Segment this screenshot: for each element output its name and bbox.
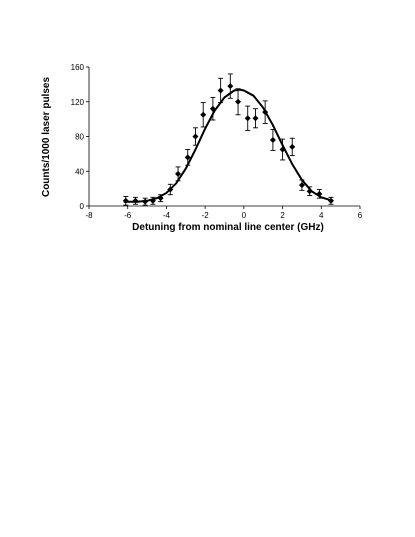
data-point: [167, 183, 174, 196]
diamond-marker: [209, 105, 216, 112]
y-tick-label: 160: [71, 63, 85, 72]
diamond-marker: [244, 115, 251, 122]
diamond-marker: [289, 143, 296, 150]
diamond-marker: [122, 197, 129, 204]
x-tick-label: 2: [280, 211, 285, 220]
diamond-marker: [327, 197, 334, 204]
data-point: [244, 105, 251, 131]
data-point: [327, 196, 334, 205]
data-point: [252, 108, 259, 129]
data-point: [142, 197, 149, 206]
diamond-marker: [167, 186, 174, 193]
diamond-marker: [269, 136, 276, 143]
diamond-marker: [235, 98, 242, 105]
diamond-marker: [175, 170, 182, 177]
data-point: [235, 88, 242, 116]
diamond-marker: [262, 109, 269, 116]
data-point: [209, 96, 216, 121]
diamond-marker: [200, 111, 207, 118]
data-point: [122, 195, 129, 206]
x-tick-label: -6: [124, 211, 132, 220]
diamond-marker: [142, 198, 149, 205]
y-tick-label: 0: [80, 202, 85, 211]
data-point: [316, 189, 323, 199]
data-point: [289, 137, 296, 157]
data-point: [132, 196, 139, 205]
diamond-marker: [149, 197, 156, 204]
data-point: [306, 186, 313, 197]
data-point: [269, 129, 276, 151]
diamond-marker: [217, 87, 224, 94]
x-tick-label: -4: [163, 211, 171, 220]
data-point: [149, 196, 156, 205]
data-point: [217, 77, 224, 104]
data-point: [279, 138, 286, 161]
x-tick-label: 0: [242, 211, 247, 220]
diamond-marker: [227, 83, 234, 90]
data-point: [262, 100, 269, 124]
data-points: [122, 73, 334, 206]
y-ticks: 0 40 80 120 160: [71, 63, 89, 211]
diamond-marker: [132, 197, 139, 204]
data-point: [184, 149, 191, 166]
plot-area: 0 40 80 120 160 -8 -6 -4 -2 0 2 4 6: [71, 63, 363, 220]
x-tick-label: 4: [319, 211, 324, 220]
y-axis-title: Counts/1000 laser pulses: [41, 77, 52, 197]
diamond-marker: [157, 195, 164, 202]
x-axis-title: Detuning from nominal line center (GHz): [132, 222, 324, 233]
y-tick-label: 40: [75, 167, 84, 176]
diamond-marker: [306, 188, 313, 195]
x-ticks: -8 -6 -4 -2 0 2 4 6: [85, 206, 363, 220]
data-point: [298, 179, 305, 191]
fit-curve: [123, 88, 334, 203]
diamond-marker: [252, 115, 259, 122]
x-tick-label: 6: [358, 211, 363, 220]
y-tick-label: 120: [71, 98, 85, 107]
data-point: [157, 194, 164, 203]
data-point: [200, 102, 207, 128]
data-point: [192, 127, 199, 146]
diamond-marker: [279, 146, 286, 153]
diamond-marker: [316, 190, 323, 197]
diamond-marker: [192, 133, 199, 140]
diamond-marker: [298, 182, 305, 189]
diamond-marker: [184, 154, 191, 161]
data-point: [227, 73, 234, 99]
data-point: [175, 166, 182, 182]
x-tick-label: -8: [85, 211, 93, 220]
x-tick-label: -2: [202, 211, 210, 220]
y-tick-label: 80: [75, 133, 84, 142]
